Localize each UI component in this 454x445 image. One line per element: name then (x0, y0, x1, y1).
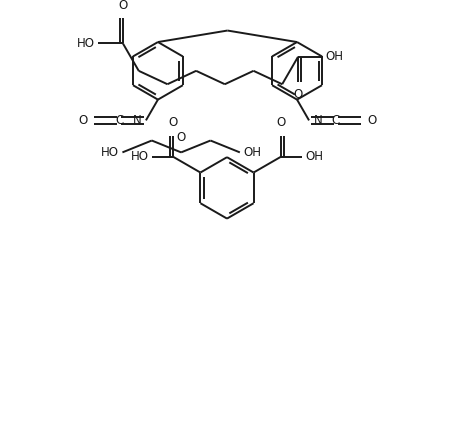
Text: O: O (78, 114, 88, 127)
Text: O: O (177, 131, 186, 144)
Text: HO: HO (131, 150, 149, 163)
Text: OH: OH (326, 50, 344, 63)
Text: C: C (332, 114, 340, 127)
Text: HO: HO (101, 146, 118, 159)
Text: N: N (133, 114, 141, 127)
Text: O: O (118, 0, 128, 12)
Text: C: C (115, 114, 123, 127)
Text: OH: OH (244, 146, 262, 159)
Text: O: O (368, 114, 377, 127)
Text: O: O (276, 116, 286, 129)
Text: O: O (293, 89, 303, 101)
Text: OH: OH (305, 150, 323, 163)
Text: O: O (168, 116, 178, 129)
Text: N: N (314, 114, 323, 127)
Text: HO: HO (77, 37, 95, 50)
